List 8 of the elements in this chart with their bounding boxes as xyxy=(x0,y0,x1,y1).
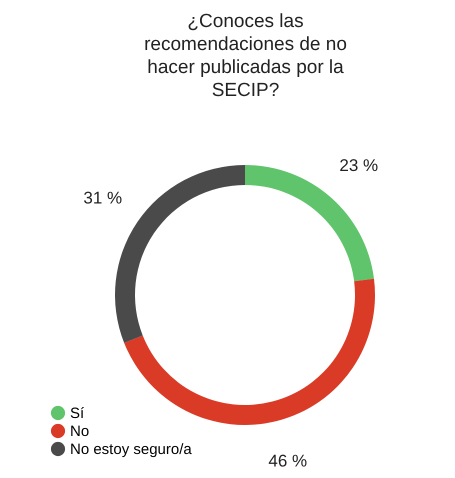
data-label: 46 % xyxy=(268,452,308,471)
chart-title: ¿Conoces las recomendaciones de no hacer publicadas por la SECIP? xyxy=(144,11,347,101)
legend-label: No xyxy=(70,423,90,440)
data-label: 31 % xyxy=(83,188,122,208)
donut-slice xyxy=(124,278,375,425)
legend-label: Sí xyxy=(70,405,86,422)
legend-label: No estoy seguro/a xyxy=(70,441,192,458)
data-label: 23 % xyxy=(339,156,378,175)
